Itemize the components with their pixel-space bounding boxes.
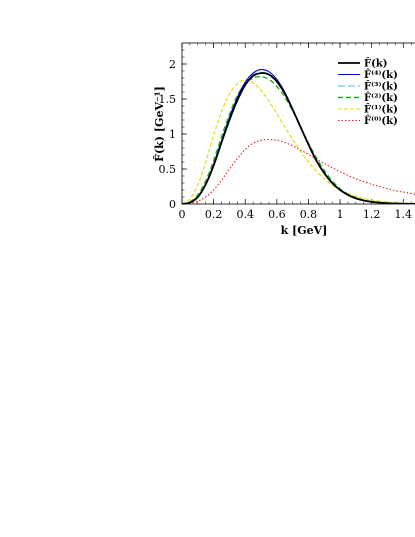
x-tick-label: 1.4	[395, 208, 413, 221]
y-axis-label: F̂(k) [GeV⁻¹]	[153, 86, 166, 162]
legend-entry: F̂⁽⁴⁾(k)	[364, 69, 398, 81]
legend-entry: F̂⁽²⁾(k)	[364, 92, 398, 104]
series-line-4	[182, 79, 415, 204]
series-line-0	[182, 72, 415, 204]
legend-entry: F̂⁽⁰⁾(k)	[364, 115, 398, 127]
x-tick-label: 0.6	[268, 208, 286, 221]
y-tick-label: 0.5	[159, 163, 177, 176]
y-tick-label: 2	[169, 58, 176, 71]
legend: F̂(k)F̂⁽⁴⁾(k)F̂⁽³⁾(k)F̂⁽²⁾(k)F̂⁽¹⁾(k)F̂⁽…	[338, 58, 398, 127]
x-tick-label: 0.2	[205, 208, 223, 221]
x-tick-label: 0.4	[236, 208, 254, 221]
y-tick-label: 0	[169, 198, 176, 211]
legend-entry: F̂⁽³⁾(k)	[364, 81, 398, 93]
axis-ticks: 0 0.2 0.4 0.6 0.8 1 1.2 1.4 0 0.5 1 1.5 2	[159, 43, 413, 221]
y-tick-label: 1.5	[159, 93, 177, 106]
y-tick-label: 1	[169, 128, 176, 141]
x-tick-label: 1.2	[363, 208, 381, 221]
x-tick-label: 0.8	[300, 208, 318, 221]
legend-entry: F̂(k)	[364, 58, 388, 70]
series-curves	[182, 69, 415, 204]
plot-frame	[181, 42, 415, 205]
x-axis-label: k [GeV]	[281, 224, 328, 237]
x-tick-label: 0	[179, 208, 186, 221]
x-tick-label: 1	[337, 208, 344, 221]
legend-entry: F̂⁽¹⁾(k)	[364, 104, 398, 116]
series-line-5	[182, 139, 415, 204]
